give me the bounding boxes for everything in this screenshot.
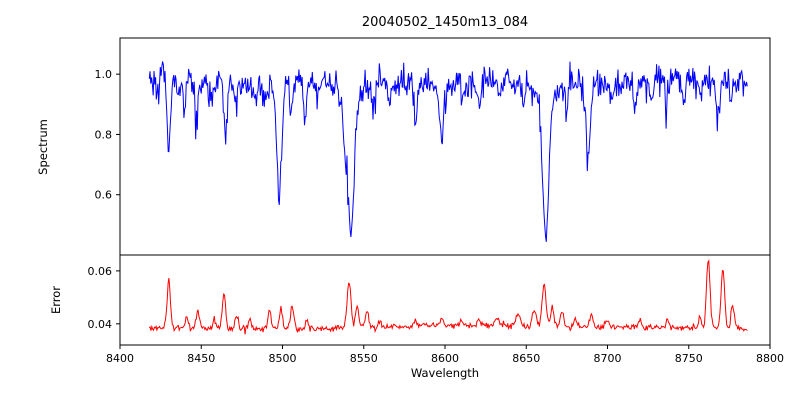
x-tick-label: 8700 <box>594 352 622 365</box>
error-line <box>148 259 748 335</box>
plot-generated-content: 8400 8450 8500 8550 8600 8650 8700 8750 8800 0.6 0… <box>88 37 784 365</box>
x-tick-label: 8800 <box>756 352 784 365</box>
x-tick-label: 8650 <box>512 352 540 365</box>
spectrum-panel-border <box>119 37 771 256</box>
x-axis-label: Wavelength <box>411 366 479 380</box>
x-tick-label: 8600 <box>431 352 459 365</box>
x-tick-label: 8750 <box>675 352 703 365</box>
y-axis-label-error: Error <box>49 286 63 314</box>
spectrum-y-tick-label: 0.8 <box>95 128 113 141</box>
error-panel-border <box>119 254 771 346</box>
x-tick-label: 8500 <box>269 352 297 365</box>
x-tick-label: 8400 <box>106 352 134 365</box>
spectrum-y-tick-label: 0.6 <box>95 189 113 202</box>
spectrum-y-tick-label: 1.0 <box>95 68 113 81</box>
spectrum-line <box>148 61 748 242</box>
chart-title: 20040502_1450m13_084 <box>362 15 528 30</box>
error-y-tick-label: 0.06 <box>88 265 113 278</box>
x-tick-label: 8450 <box>187 352 215 365</box>
x-tick-label: 8550 <box>350 352 378 365</box>
error-y-tick-label: 0.04 <box>88 318 113 331</box>
y-axis-label-spectrum: Spectrum <box>36 119 50 175</box>
